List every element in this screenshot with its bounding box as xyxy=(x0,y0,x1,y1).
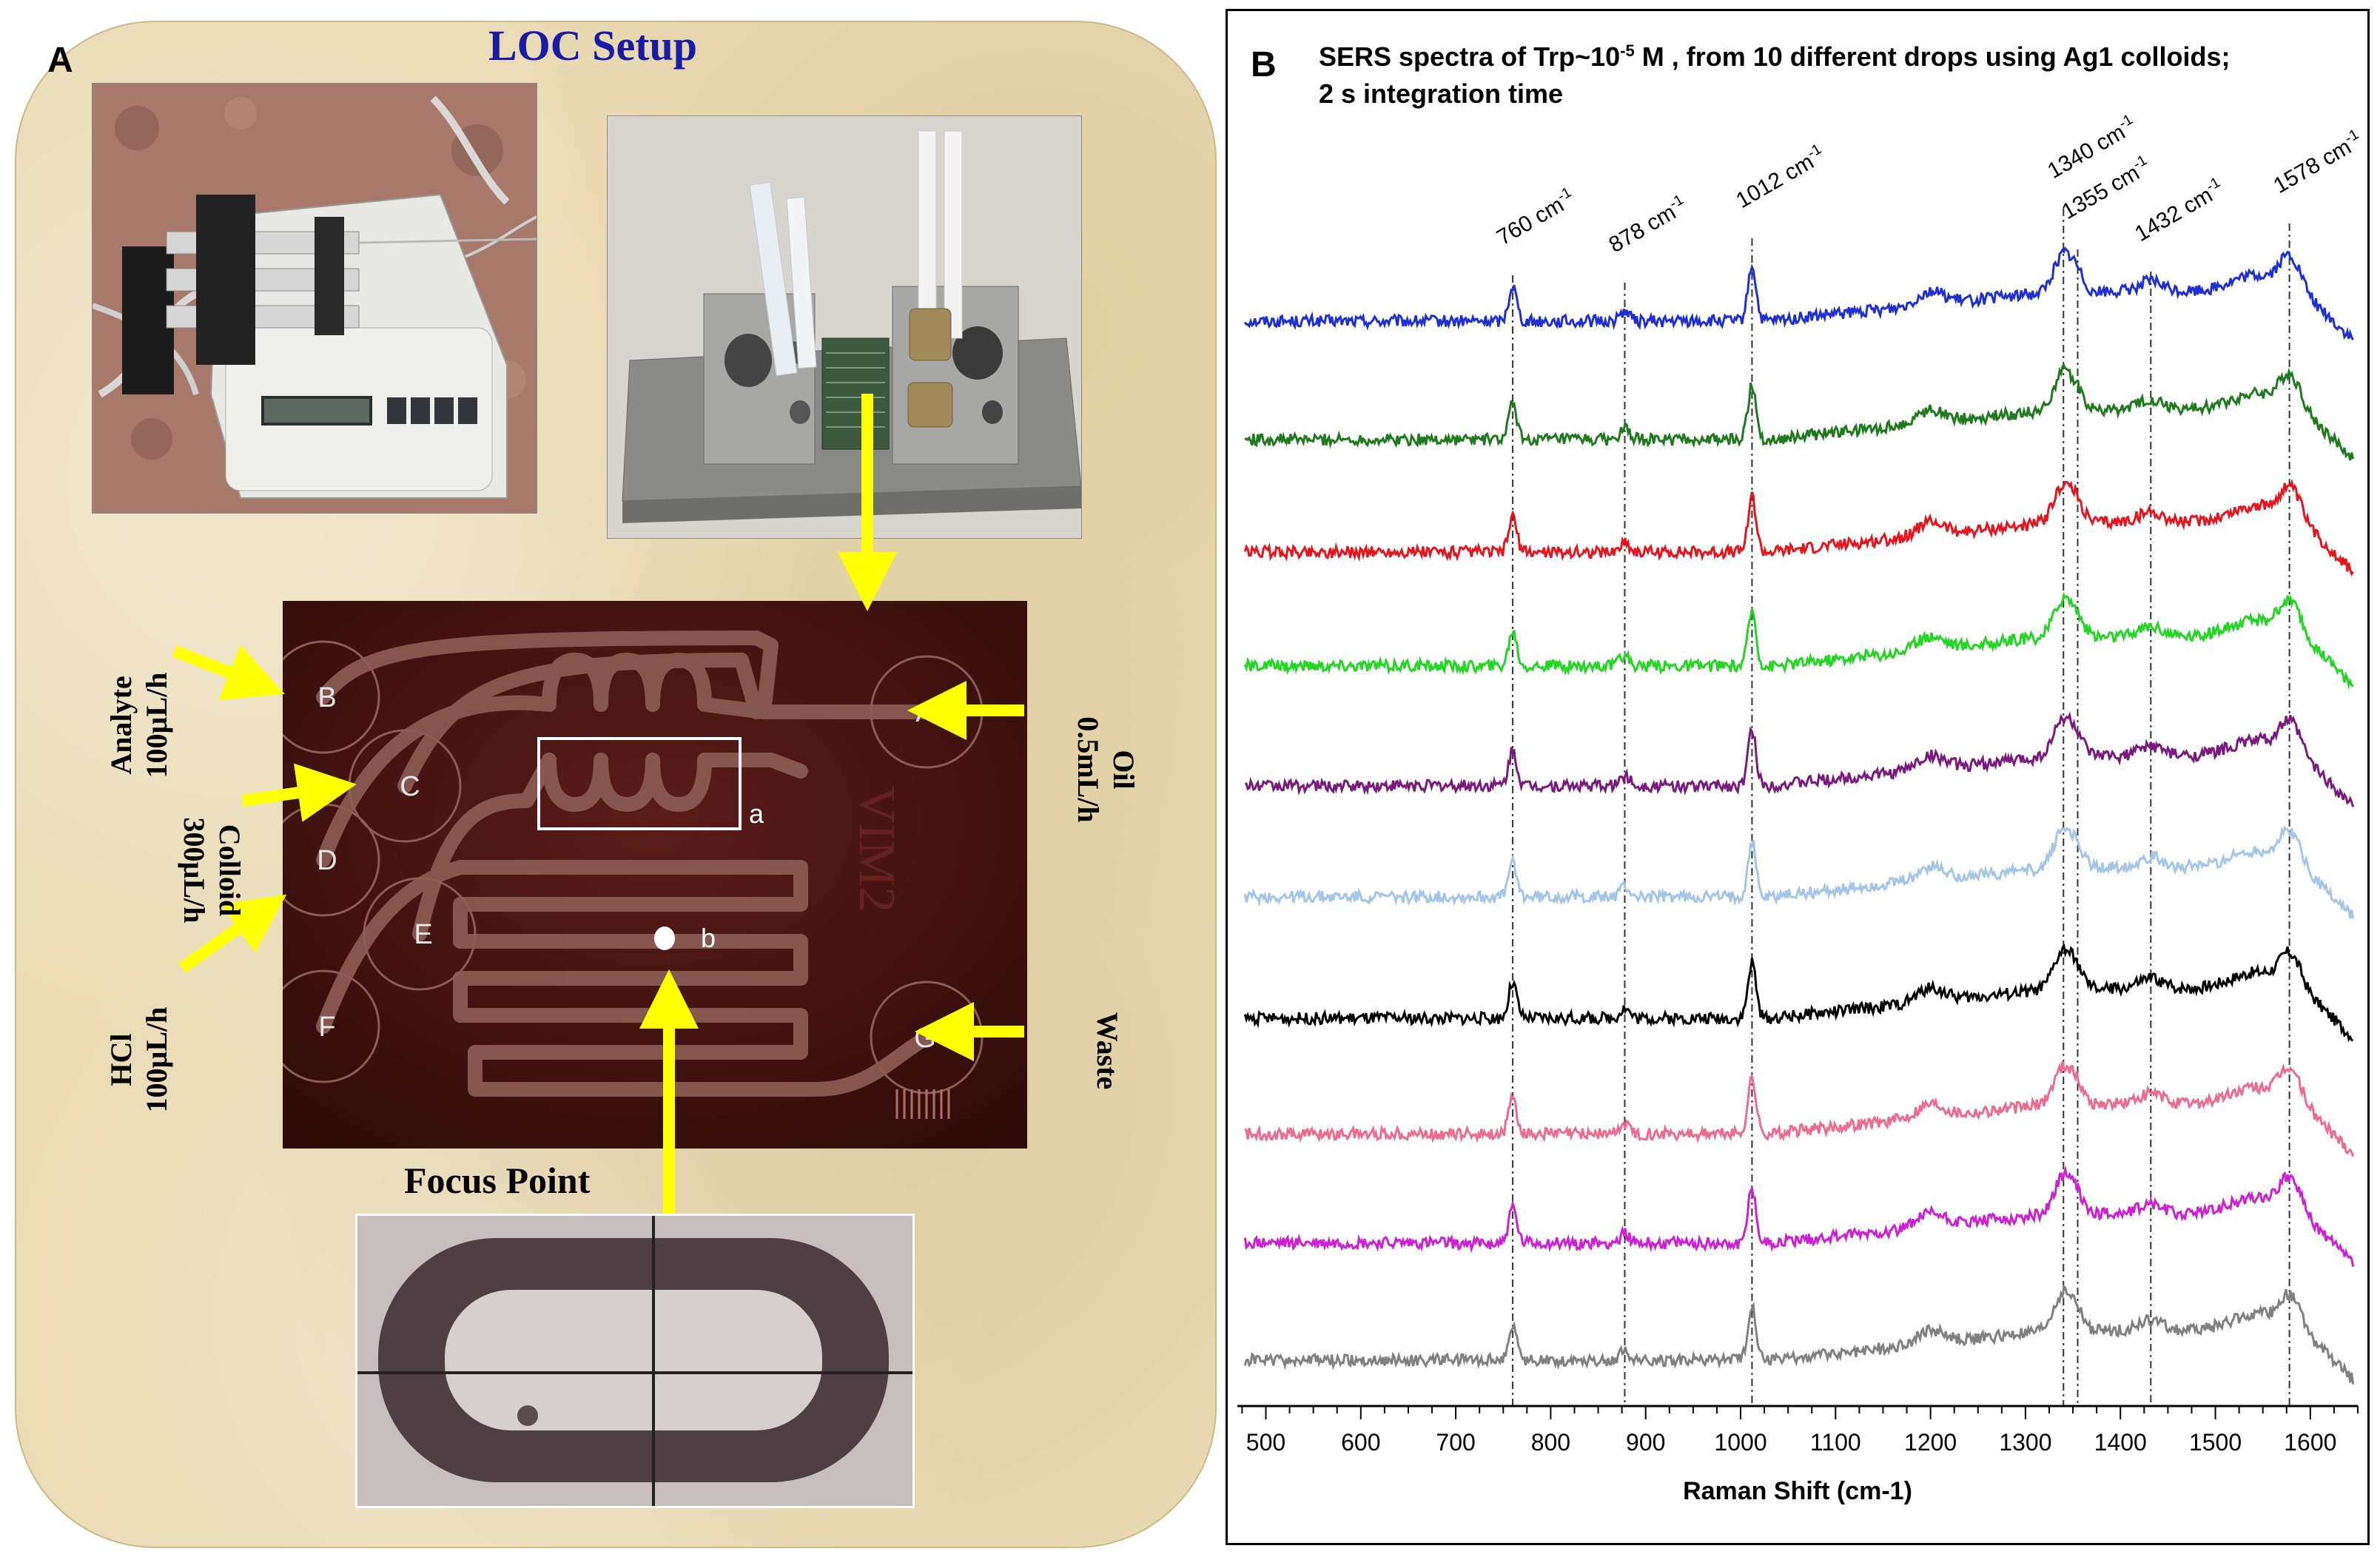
hcl-label: HCl 100µL/h xyxy=(104,1006,173,1113)
peak-label-1578: 1578 cm-1 xyxy=(2268,126,2367,198)
spectrum-line-10 xyxy=(1243,1284,2355,1385)
port-d-label: D xyxy=(317,845,337,876)
peak-label-878: 878 cm-1 xyxy=(1604,192,1692,258)
microfluidic-chip-image: B C D E F A G a b VIM2 xyxy=(283,601,1027,1149)
peak-label-760: 760 cm-1 xyxy=(1492,184,1580,250)
focus-point-label: Focus Point xyxy=(404,1160,591,1201)
port-f-label: F xyxy=(318,1012,335,1043)
x-tick-label: 1200 xyxy=(1904,1429,1957,1456)
flow-arrows xyxy=(172,394,1024,1221)
x-tick-label: 1600 xyxy=(2284,1429,2336,1456)
x-axis-label: Raman Shift (cm-1) xyxy=(1683,1477,1912,1505)
oil-label: Oil 0.5mL/h xyxy=(1072,716,1140,823)
x-tick-label: 1400 xyxy=(2094,1429,2147,1456)
region-a-box xyxy=(537,737,742,830)
port-c-label: C xyxy=(400,771,420,802)
x-tick-label: 1500 xyxy=(2189,1429,2242,1456)
chip-holder-photo xyxy=(607,115,1082,539)
spectrum-line-4 xyxy=(1243,592,2354,690)
spectrum-line-5 xyxy=(1245,711,2355,807)
spectrum-line-9 xyxy=(1243,1165,2355,1267)
x-tick-label: 800 xyxy=(1531,1429,1570,1456)
spectra-title-line1: SERS spectra of Trp~10-5 M , from 10 dif… xyxy=(1319,41,2231,72)
x-tick-label: 1100 xyxy=(1810,1429,1861,1456)
panel-b-letter: B xyxy=(1251,45,1277,84)
spectrum-line-8 xyxy=(1244,1061,2355,1157)
spectrum-line-3 xyxy=(1243,478,2354,576)
panel-a-letter: A xyxy=(47,41,73,80)
spectrum-line-7 xyxy=(1243,943,2354,1043)
arrow-colloid xyxy=(241,763,357,822)
x-tick-label: 600 xyxy=(1341,1429,1380,1456)
spectrum-line-1 xyxy=(1244,246,2354,340)
marker-a: a xyxy=(749,798,764,829)
syringe-pump-photo xyxy=(92,83,537,514)
peak-label-1012: 1012 cm-1 xyxy=(1731,141,1829,213)
arrow-hcl xyxy=(178,894,287,973)
waste-label: Waste xyxy=(1091,1012,1124,1090)
x-tick-label: 500 xyxy=(1246,1429,1285,1456)
arrow-analyte xyxy=(172,645,285,701)
peak-label-1432: 1432 cm-1 xyxy=(2130,174,2228,246)
port-e-label: E xyxy=(414,919,432,950)
analyte-label: Analyte 100µL/h xyxy=(104,672,173,778)
x-tick-label: 1300 xyxy=(1999,1429,2051,1456)
spectrum-line-6 xyxy=(1243,825,2355,919)
x-tick-label: 900 xyxy=(1626,1429,1665,1456)
spectrum-line-2 xyxy=(1244,363,2355,461)
panel-a-title: LOC Setup xyxy=(488,21,698,70)
colloid-label: Colloid 300µL/h xyxy=(178,817,246,924)
svg-text:VIM2: VIM2 xyxy=(848,786,905,912)
focus-dot xyxy=(654,927,675,950)
spectra-title-line2: 2 s integration time xyxy=(1319,78,1564,109)
x-tick-label: 1000 xyxy=(1714,1429,1766,1456)
port-b-label: B xyxy=(317,682,336,713)
x-tick-label: 700 xyxy=(1436,1429,1475,1456)
marker-b: b xyxy=(701,923,716,953)
focus-point-photo xyxy=(355,1214,915,1508)
